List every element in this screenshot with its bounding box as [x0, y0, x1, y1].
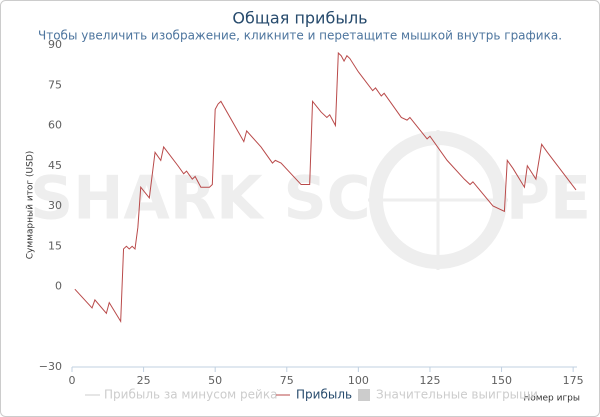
x-tick-label: 150	[491, 374, 512, 387]
legend-symbol[interactable]	[358, 389, 370, 401]
x-tick-label: 125	[419, 374, 440, 387]
watermark: SHARK SC	[30, 164, 371, 234]
x-tick-label: 100	[348, 374, 369, 387]
chart-subtitle: Чтобы увеличить изображение, кликните и …	[38, 29, 562, 43]
y-axis-label: Суммарный итог (USD)	[26, 151, 36, 260]
x-tick-label: 0	[69, 374, 76, 387]
x-tick-label: 175	[563, 374, 584, 387]
y-tick-label: 75	[48, 78, 62, 91]
legend-label[interactable]: Прибыль	[296, 388, 352, 402]
chart-title: Общая прибыль	[232, 9, 367, 28]
watermark: PE	[506, 164, 591, 234]
x-tick-label: 75	[280, 374, 294, 387]
x-tick-label: 25	[137, 374, 151, 387]
legend-label[interactable]: Прибыль за минусом рейка	[104, 388, 277, 402]
y-tick-label: −30	[39, 360, 62, 373]
legend-label[interactable]: Значительные выигрыши	[376, 388, 538, 402]
x-tick-label: 50	[208, 374, 222, 387]
line	[74, 51, 577, 324]
y-tick-label: 30	[48, 199, 62, 212]
y-tick-label: 45	[48, 159, 62, 172]
y-tick-label: 15	[48, 239, 62, 252]
y-tick-label: 90	[48, 38, 62, 51]
x-axis-label: Номер игры	[523, 394, 580, 404]
y-tick-label: 0	[55, 280, 62, 293]
y-tick-label: 60	[48, 119, 62, 132]
